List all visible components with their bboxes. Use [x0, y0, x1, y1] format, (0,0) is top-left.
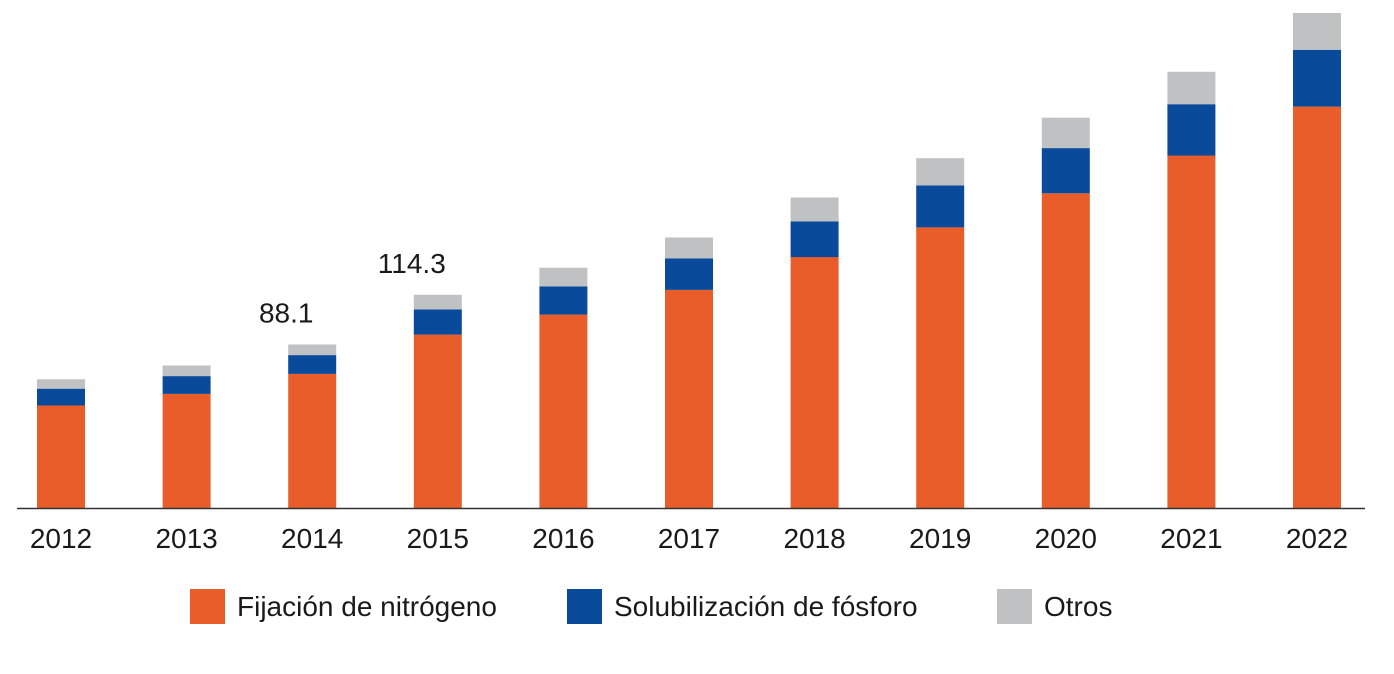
bar-2018-solubilizacion-de-fosforo	[790, 221, 839, 258]
x-tick-label-2015: 2015	[407, 523, 469, 554]
x-tick-labels: 2012 2013 2014 2015 2016 2017 2018 2019 2020 2021…	[30, 523, 1348, 554]
bar-2021-fijacion-de-nitrogeno	[1167, 155, 1216, 508]
legend-swatch-otros	[997, 589, 1032, 624]
x-tick-label-2013: 2013	[155, 523, 217, 554]
bar-2018-fijacion-de-nitrogeno	[790, 257, 839, 508]
legend-swatch-solubilizacion-de-fosforo	[567, 589, 602, 624]
bar-2014-otros	[288, 344, 337, 356]
bar-2022-solubilizacion-de-fosforo	[1293, 49, 1341, 107]
bar-2018-otros	[790, 197, 839, 222]
bar-2021-otros	[1167, 71, 1216, 105]
bar-2017-otros	[665, 237, 713, 259]
bar-2012-otros	[37, 379, 85, 389]
legend-label-solubilizacion-de-fosforo: Solubilización de fósforo	[614, 591, 918, 622]
bar-2019-fijacion-de-nitrogeno	[916, 227, 965, 508]
bar-2012-fijacion-de-nitrogeno	[37, 405, 85, 508]
bar-2015-solubilizacion-de-fosforo	[413, 309, 462, 335]
bar-2017-solubilizacion-de-fosforo	[665, 258, 713, 290]
bar-2019-otros	[916, 158, 965, 186]
bar-2013-otros	[162, 365, 211, 377]
bar-2015-fijacion-de-nitrogeno	[413, 334, 462, 508]
bar-2022-otros	[1293, 13, 1341, 50]
x-tick-label-2021: 2021	[1160, 523, 1222, 554]
x-tick-label-2019: 2019	[909, 523, 971, 554]
bar-2016-otros	[539, 267, 588, 287]
bar-2016-fijacion-de-nitrogeno	[539, 314, 588, 508]
bar-2022-fijacion-de-nitrogeno	[1293, 106, 1341, 508]
bar-2020-fijacion-de-nitrogeno	[1041, 193, 1090, 509]
x-tick-label-2012: 2012	[30, 523, 92, 554]
x-tick-label-2020: 2020	[1035, 523, 1097, 554]
bar-2015-otros	[413, 294, 462, 310]
bar-2013-solubilizacion-de-fosforo	[162, 376, 211, 394]
legend-label-fijacion-de-nitrogeno: Fijación de nitrógeno	[237, 591, 497, 622]
x-tick-label-2022: 2022	[1286, 523, 1348, 554]
x-tick-label-2016: 2016	[532, 523, 594, 554]
legend-swatch-fijacion-de-nitrogeno	[190, 589, 225, 624]
legend: Fijación de nitrógeno Solubilización de f…	[190, 589, 1112, 624]
bar-2013-fijacion-de-nitrogeno	[162, 393, 211, 508]
bar-2016-solubilizacion-de-fosforo	[539, 286, 588, 315]
x-tick-label-2018: 2018	[783, 523, 845, 554]
data-label-2014: 88.1	[259, 298, 314, 329]
legend-label-otros: Otros	[1044, 591, 1112, 622]
bar-2014-solubilizacion-de-fosforo	[288, 355, 337, 374]
bar-2020-otros	[1041, 117, 1090, 149]
x-tick-label-2014: 2014	[281, 523, 343, 554]
bar-2012-solubilizacion-de-fosforo	[37, 388, 85, 406]
bar-2017-fijacion-de-nitrogeno	[665, 289, 713, 508]
bar-2020-solubilizacion-de-fosforo	[1041, 148, 1090, 194]
bar-2021-solubilizacion-de-fosforo	[1167, 104, 1216, 156]
bars-group	[37, 13, 1341, 509]
data-label-2015: 114.3	[378, 248, 446, 279]
x-tick-label-2017: 2017	[658, 523, 720, 554]
data-labels: 88.1 114.3	[259, 248, 446, 329]
bar-2014-fijacion-de-nitrogeno	[288, 373, 337, 508]
bar-2019-solubilizacion-de-fosforo	[916, 185, 965, 228]
